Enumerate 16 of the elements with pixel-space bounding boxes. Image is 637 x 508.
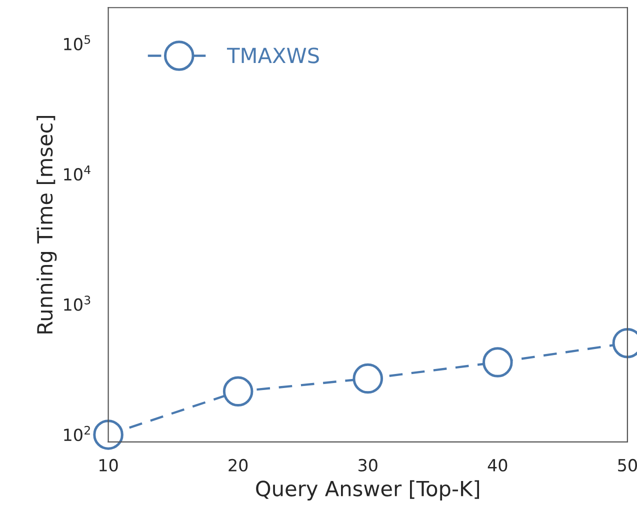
point (222, 376, 254, 407)
y-tick-label: 10$^{3}$ (64, 296, 90, 311)
x-tick-label: 40 (488, 458, 508, 472)
point (352, 363, 384, 394)
y-tick-label: 10$^{4}$ (64, 166, 90, 181)
legend-label: TMAXWS (226, 48, 319, 64)
x-tick-label: 20 (228, 458, 248, 472)
y-axis-title: Running Time [msec] (36, 116, 57, 334)
y-tick-label: 10$^{2}$ (64, 426, 90, 442)
x-axis-title: Query Answer [Top-K] (256, 480, 480, 500)
x-tick-label: 10 (100, 458, 118, 472)
point (482, 347, 513, 378)
x-tick-label: 50 (618, 458, 637, 472)
y-tick-label: 10$^{5}$ (64, 35, 90, 50)
point (93, 420, 124, 450)
x-tick-label: 30 (358, 458, 378, 472)
